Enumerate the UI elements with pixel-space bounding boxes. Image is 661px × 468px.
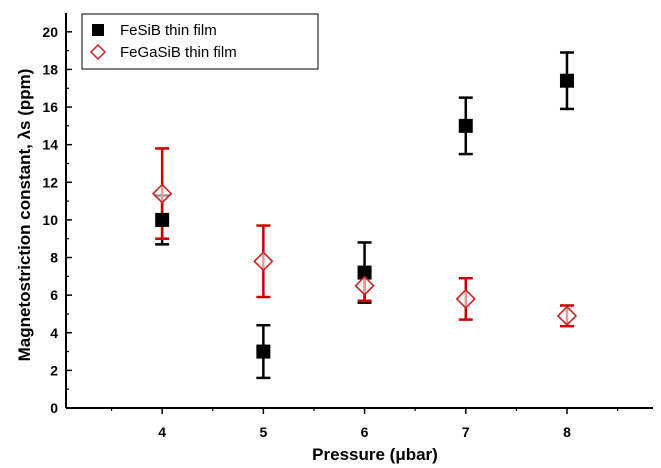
x-axis-title: Pressure (μbar) bbox=[312, 445, 438, 464]
x-tick-label: 4 bbox=[158, 424, 166, 440]
y-tick-label: 8 bbox=[50, 250, 58, 266]
legend-square-marker bbox=[92, 24, 104, 36]
legend-label: FeGaSiB thin film bbox=[120, 44, 237, 61]
y-tick-label: 4 bbox=[50, 325, 58, 341]
y-axis-title: Magnetostriction constant, λs (ppm) bbox=[15, 69, 34, 362]
axes bbox=[65, 13, 653, 409]
x-tick-label: 6 bbox=[361, 424, 369, 440]
data-point-diamond bbox=[556, 305, 578, 326]
data-markers bbox=[152, 73, 578, 359]
y-tick-label: 18 bbox=[42, 61, 58, 77]
data-point-diamond bbox=[455, 288, 476, 310]
y-tick-label: 2 bbox=[50, 362, 58, 378]
x-tick-label: 7 bbox=[462, 424, 470, 440]
y-tick-label: 14 bbox=[42, 137, 58, 153]
data-point-square bbox=[357, 265, 372, 280]
y-tick-label: 20 bbox=[42, 24, 58, 40]
y-tick-label: 12 bbox=[42, 174, 58, 190]
legend-box bbox=[81, 13, 319, 70]
data-point-diamond bbox=[152, 183, 173, 204]
data-point-square bbox=[256, 344, 271, 359]
legend-diamond-marker bbox=[89, 43, 107, 61]
tick-marks bbox=[66, 31, 619, 414]
error-bars bbox=[155, 51, 574, 380]
y-tick-label: 16 bbox=[42, 99, 58, 115]
x-tick-label: 8 bbox=[563, 424, 571, 440]
data-point-diamond bbox=[253, 251, 274, 272]
legend-label: FeSiB thin film bbox=[120, 22, 217, 39]
y-tick-label: 6 bbox=[50, 287, 58, 303]
x-tick-label: 5 bbox=[259, 424, 267, 440]
data-point-square bbox=[559, 73, 574, 88]
legend: FeSiB thin film FeGaSiB thin film bbox=[81, 13, 319, 70]
data-point-square bbox=[458, 118, 473, 133]
data-point-square bbox=[155, 212, 170, 227]
y-tick-label: 0 bbox=[50, 400, 58, 416]
data-point-diamond bbox=[354, 275, 375, 296]
y-tick-label: 10 bbox=[42, 212, 58, 228]
